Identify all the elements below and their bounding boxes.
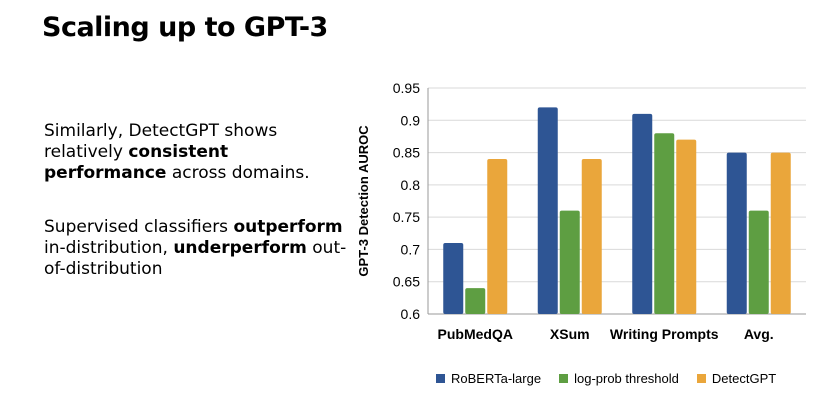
x-category-label-3: Avg. [744,326,774,342]
bar-0-2 [487,159,508,314]
bar-1-2 [581,159,602,314]
legend-swatch-1 [559,374,569,383]
p2-bold-outperform: outperform [233,217,343,237]
legend-label-0: RoBERTa-large [451,371,542,386]
bar-2-2 [676,139,697,314]
bar-1-1 [559,210,580,314]
slide-title: Scaling up to GPT-3 [42,12,328,43]
y-tick-label-7: 0.95 [393,80,420,96]
legend-swatch-2 [696,374,706,383]
p1-text-c: across domains. [166,163,310,183]
bar-2-1 [654,133,675,314]
paragraph-consistency: Similarly, DetectGPT shows relatively co… [44,121,354,184]
bars [443,107,791,314]
p2-text-e: out-of-distribution [44,238,347,279]
legend-swatch-0 [436,374,445,383]
y-axis-label: GPT-3 Detection AUROC [356,125,371,277]
p2-text-a: Supervised classifiers [44,217,234,237]
x-category-label-1: XSum [550,326,590,342]
legend-label-2: DetectGPT [711,371,777,386]
y-tick-label-2: 0.7 [401,241,421,257]
bar-3-2 [770,152,791,314]
bar-0-0 [443,242,464,314]
p1-bold-consistent-performance: consistent performance [44,142,229,183]
x-category-label-0: PubMedQA [438,326,513,342]
bar-0-1 [465,288,486,314]
y-tick-label-6: 0.9 [401,112,421,128]
p1-text-a: Similarly, DetectGPT shows relatively [44,121,278,162]
legend-label-1: log-prob threshold [574,371,679,386]
y-tick-labels: 0.6 0.65 0.7 0.75 0.8 0.85 0.9 0.95 [393,80,420,322]
y-tick-label-0: 0.6 [401,306,421,322]
auroc-bar-chart: 0.6 0.65 0.7 0.75 0.8 0.85 0.9 0.95 PubMedQA XSu… [356,80,806,342]
y-tick-label-4: 0.8 [401,177,421,193]
x-category-label-2: Writing Prompts [610,326,719,342]
p2-bold-underperform: underperform [173,238,307,258]
paragraph-supervised: Supervised classifiers outperform in-dis… [44,217,354,280]
legend-item-2: DetectGPT [696,371,777,386]
p2-text-c: in-distribution, [44,238,174,258]
bar-1-0 [537,107,558,314]
y-tick-label-3: 0.75 [393,209,420,225]
legend-item-1: log-prob threshold [559,371,679,386]
chart-legend: RoBERTa-large log-prob threshold DetectGPT [436,371,794,386]
legend-item-0: RoBERTa-large [436,371,541,386]
bar-3-1 [748,210,769,314]
y-tick-label-1: 0.65 [393,274,420,290]
bar-2-0 [632,113,653,314]
x-category-labels: PubMedQA XSum Writing Prompts Avg. [438,326,774,342]
y-tick-label-5: 0.85 [393,145,420,161]
bar-3-0 [726,152,747,314]
